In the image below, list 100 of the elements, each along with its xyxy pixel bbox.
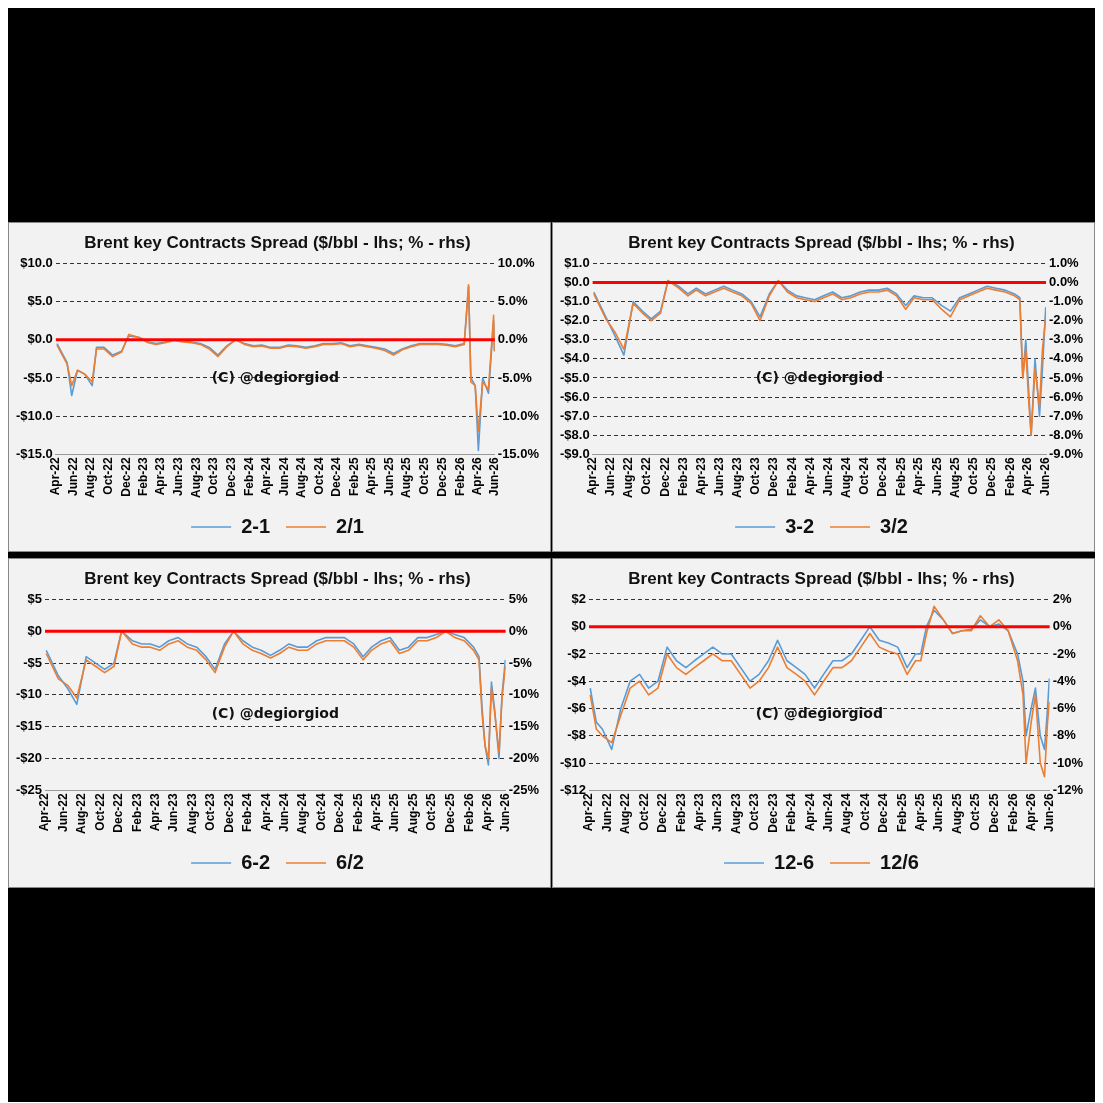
- x-tick-label: Oct-23: [747, 793, 762, 831]
- x-tick-label: Dec-23: [223, 457, 238, 497]
- x-tick-label: Apr-25: [364, 457, 379, 496]
- legend-label: 12/6: [880, 850, 919, 873]
- y-tick-label: $5.0: [27, 293, 53, 309]
- y-tick-label: $2: [571, 590, 587, 606]
- y-tick-label: -$3.0: [559, 331, 590, 347]
- x-tick-label: Dec-25: [434, 457, 449, 497]
- x-tick-label: Jun-22: [65, 457, 80, 497]
- x-tick-label: Dec-24: [332, 793, 347, 833]
- x-tick-label: Feb-26: [1002, 457, 1017, 497]
- x-tick-label: Aug-25: [399, 457, 414, 498]
- chart-title: Brent key Contracts Spread ($/bbl - lhs; % - rhs): [628, 568, 1015, 588]
- x-tick-label: Aug-24: [294, 457, 309, 498]
- x-tick-label: Apr-24: [259, 457, 273, 496]
- x-tick-label: Feb-23: [129, 793, 144, 833]
- x-tick-label: Jun-25: [381, 457, 396, 497]
- x-tick-label: Apr-26: [1023, 793, 1038, 832]
- x-tick-label: Feb-25: [351, 793, 366, 833]
- chart-title: Brent key Contracts Spread ($/bbl - lhs; % - rhs): [84, 568, 471, 588]
- y-tick-label: $10.0: [20, 254, 53, 270]
- x-tick-label: Jun-24: [276, 457, 291, 497]
- x-tick-label: Dec-23: [766, 457, 781, 497]
- x-tick-label: Oct-24: [311, 457, 326, 495]
- x-tick-label: Dec-25: [984, 457, 999, 497]
- x-tick-label: Jun-22: [599, 793, 614, 833]
- y2-tick-label: 0%: [1052, 618, 1072, 634]
- x-tick-label: Dec-24: [876, 793, 891, 833]
- legend-label: 3/2: [880, 514, 908, 537]
- y-tick-label: $0.0: [27, 331, 53, 347]
- annotation: (C) @degiorgiod: [755, 368, 883, 385]
- y2-tick-label: -4%: [1052, 672, 1077, 688]
- y2-tick-label: -4.0%: [1049, 350, 1084, 366]
- y-tick-label: -$7.0: [559, 407, 590, 423]
- y2-tick-label: -3.0%: [1049, 331, 1084, 347]
- y2-tick-label: 1.0%: [1049, 254, 1080, 270]
- x-tick-label: Dec-22: [655, 793, 670, 833]
- y-tick-label: $0: [571, 618, 587, 634]
- y2-tick-label: -10.0%: [497, 407, 540, 423]
- y-tick-label: -$2: [567, 645, 587, 661]
- x-tick-label: Jun-25: [387, 793, 402, 833]
- y-tick-label: -$10: [15, 686, 43, 702]
- chart-title: Brent key Contracts Spread ($/bbl - lhs; % - rhs): [628, 232, 1015, 252]
- y-tick-label: -$5.0: [559, 369, 590, 385]
- x-tick-label: Feb-25: [893, 457, 908, 497]
- y-tick-label: -$10.0: [15, 407, 53, 423]
- annotation: (C) @degiorgiod: [211, 704, 339, 721]
- y2-tick-label: -5.0%: [1049, 369, 1084, 385]
- x-tick-label: Apr-23: [153, 457, 168, 496]
- y2-tick-label: -5%: [508, 654, 533, 670]
- y-tick-label: -$6: [567, 700, 587, 716]
- y-tick-label: -$8.0: [559, 426, 590, 442]
- y2-tick-label: -10%: [1052, 754, 1084, 770]
- y2-tick-label: 0.0%: [1049, 274, 1080, 290]
- x-tick-label: Dec-25: [986, 793, 1001, 833]
- y2-tick-label: -5.0%: [497, 369, 533, 385]
- x-tick-label: Jun-22: [55, 793, 70, 833]
- x-tick-label: Oct-25: [965, 457, 980, 495]
- x-tick-label: Aug-23: [188, 457, 203, 498]
- y2-tick-label: 0%: [508, 622, 528, 638]
- y-tick-label: -$5.0: [23, 369, 53, 385]
- x-tick-label: Apr-23: [691, 793, 706, 832]
- y-tick-label: -$15: [15, 718, 43, 734]
- y-tick-label: -$5: [23, 654, 43, 670]
- x-tick-label: Feb-26: [452, 457, 467, 497]
- x-tick-label: Jun-22: [603, 457, 618, 497]
- x-tick-label: Feb-25: [347, 457, 362, 497]
- x-tick-label: Aug-23: [728, 793, 743, 834]
- x-tick-label: Oct-23: [203, 793, 218, 831]
- chart-title: Brent key Contracts Spread ($/bbl - lhs; % - rhs): [84, 232, 471, 252]
- annotation: (C) @degiorgiod: [211, 368, 339, 385]
- annotation: (C) @degiorgiod: [755, 704, 883, 721]
- x-tick-label: Oct-25: [424, 793, 439, 831]
- y2-tick-label: -8.0%: [1049, 426, 1084, 442]
- x-tick-label: Aug-25: [949, 793, 964, 834]
- x-tick-label: Aug-23: [730, 457, 745, 498]
- y-tick-label: $5: [27, 590, 43, 606]
- x-tick-label: Apr-24: [802, 457, 817, 496]
- x-tick-label: Feb-23: [676, 457, 691, 497]
- y2-tick-label: 5%: [508, 590, 528, 606]
- legend-label: 2/1: [336, 514, 364, 537]
- x-tick-label: Oct-22: [636, 793, 651, 831]
- x-tick-label: Aug-23: [184, 793, 199, 834]
- y-tick-label: -$6.0: [559, 388, 590, 404]
- x-tick-label: Oct-24: [313, 793, 328, 831]
- x-tick-label: Aug-24: [839, 457, 854, 498]
- x-tick-label: Apr-23: [693, 457, 708, 496]
- y2-tick-label: -10%: [508, 686, 540, 702]
- y-tick-label: -$4: [567, 672, 587, 688]
- y2-tick-label: 10.0%: [497, 254, 536, 270]
- x-tick-label: Apr-24: [802, 793, 817, 832]
- x-tick-label: Aug-25: [947, 457, 962, 498]
- y2-tick-label: -7.0%: [1049, 407, 1084, 423]
- x-tick-label: Feb-26: [1005, 793, 1020, 833]
- y-tick-label: $0.0: [564, 274, 590, 290]
- y-tick-label: -$2.0: [559, 312, 590, 328]
- y-tick-label: -$1.0: [559, 293, 590, 309]
- x-tick-label: Apr-25: [911, 457, 926, 496]
- y2-tick-label: 0.0%: [497, 331, 528, 347]
- x-tick-label: Oct-22: [92, 793, 107, 831]
